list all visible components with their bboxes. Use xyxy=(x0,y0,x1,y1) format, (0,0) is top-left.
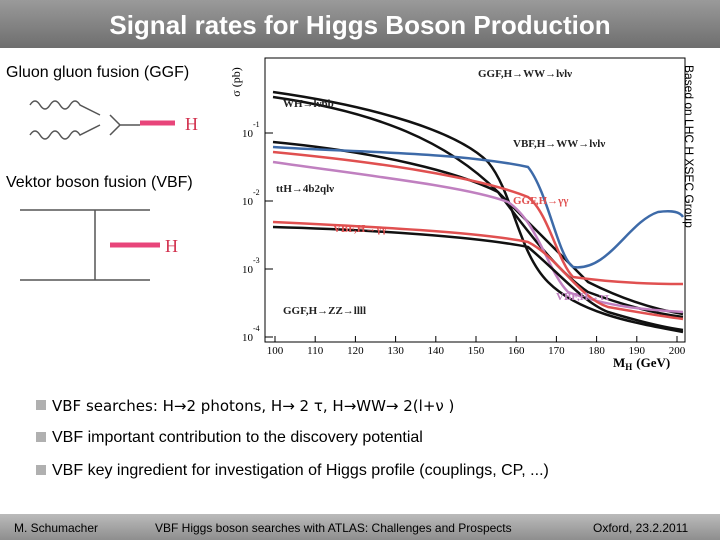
plot: σ (pb) MH (GeV) 100 110 120 130 140 150 160 170 1… xyxy=(229,57,686,372)
y-tick-label: 10-2 xyxy=(242,188,260,208)
y-tick-base: 10 xyxy=(242,196,254,208)
x-tick-label: 160 xyxy=(508,345,525,357)
x-tick-label: 140 xyxy=(428,345,445,357)
y-tick-base: 10 xyxy=(242,128,254,140)
curve-label: VBF,H→ττ xyxy=(556,291,609,303)
bullet: VBF searches: H→2 photons, H→ 2 τ, H→WW→… xyxy=(35,397,455,415)
section-label: Gluon gluon fusion (GGF) xyxy=(6,64,190,81)
y-tick-label: 10-1 xyxy=(242,120,260,140)
y-tick-exp: -4 xyxy=(253,324,260,333)
side-note: Based on LHC H XSEC Group xyxy=(682,65,696,228)
x-tick-label: 130 xyxy=(387,345,404,357)
diagram-label: H xyxy=(185,114,198,134)
bullet: VBF key ingredient for investigation of … xyxy=(36,462,549,479)
diagram-label: H xyxy=(165,236,178,256)
x-tick-label: 120 xyxy=(347,345,364,357)
x-tick-label: 150 xyxy=(468,345,485,357)
x-axis-label: MH (GeV) xyxy=(613,355,670,372)
y-tick-exp: -2 xyxy=(253,188,260,197)
footer-talk: VBF Higgs boson searches with ATLAS: Cha… xyxy=(155,521,512,535)
bullet: VBF important contribution to the discov… xyxy=(36,429,423,446)
footer: M. Schumacher VBF Higgs boson searches w… xyxy=(0,514,720,540)
x-tick-label: 170 xyxy=(548,345,565,357)
slide-title: Signal rates for Higgs Boson Production xyxy=(0,0,720,48)
curve-label: GGF,H→WW→lνlν xyxy=(478,68,572,80)
footer-date: Oxford, 23.2.2011 xyxy=(593,521,689,535)
curve-label: WH→lνbb xyxy=(283,98,334,110)
x-tick-label: 200 xyxy=(669,345,686,357)
y-tick-label: 10-4 xyxy=(242,324,260,344)
curve-label: VBF,H→WW→lνlν xyxy=(513,138,605,150)
section-label: Vektor boson fusion (VBF) xyxy=(6,174,193,191)
curves xyxy=(272,90,685,334)
y-axis-label: σ (pb) xyxy=(229,67,243,96)
y-tick-base: 10 xyxy=(242,332,254,344)
x-tick-label: 100 xyxy=(267,345,284,357)
y-tick-base: 10 xyxy=(242,264,254,276)
curve-label: ttH→4b2qlν xyxy=(276,183,334,195)
curve-label: VBF,H→γγ xyxy=(333,223,387,235)
curve-label: GGF,H→γγ xyxy=(513,195,568,207)
x-tick-label: 190 xyxy=(629,345,646,357)
y-tick-label: 10-3 xyxy=(242,256,260,276)
x-tick-label: 110 xyxy=(307,345,324,357)
footer-author: M. Schumacher xyxy=(14,521,99,535)
side-note-box: Based on LHC H XSEC Group xyxy=(678,65,698,265)
feynman-diagrams: H H xyxy=(20,100,198,281)
y-tick-exp: -3 xyxy=(253,256,260,265)
x-tick-label: 180 xyxy=(588,345,605,357)
curve-label: GGF,H→ZZ→llll xyxy=(283,305,366,317)
y-tick-exp: -1 xyxy=(253,120,260,129)
